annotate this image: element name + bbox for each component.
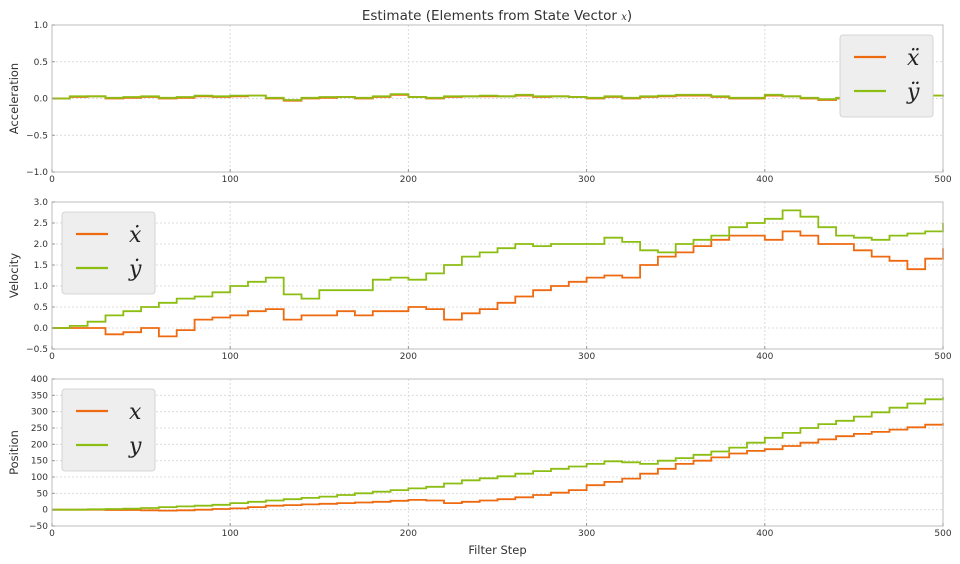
legend-label: ẋ xyxy=(129,223,142,248)
x-tick-label: 400 xyxy=(756,352,773,362)
x-tick-label: 0 xyxy=(49,175,55,185)
plot-area xyxy=(52,379,943,526)
y-tick-label: 2.0 xyxy=(34,240,49,250)
y-tick-label: 0.0 xyxy=(34,324,49,334)
x-tick-label: 0 xyxy=(49,352,55,362)
chart-title-close: ) xyxy=(627,8,632,24)
y-axis-label: Velocity xyxy=(7,253,21,298)
legend: xy xyxy=(61,388,156,472)
x-tick-label: 0 xyxy=(49,529,55,539)
series-line-1 xyxy=(52,93,944,101)
y-tick-label: 300 xyxy=(31,408,48,418)
x-tick-label: 500 xyxy=(934,529,951,539)
y-tick-label: 250 xyxy=(31,424,48,434)
legend-label: ẏ xyxy=(128,257,142,282)
legend-box xyxy=(839,34,934,118)
series-line-0 xyxy=(52,230,944,338)
x-tick-label: 300 xyxy=(578,529,595,539)
legend: ẍÿ xyxy=(839,34,934,118)
x-tick-label: 200 xyxy=(400,352,417,362)
legend: ẋẏ xyxy=(61,211,156,295)
subplot-acceleration: 0 100 200 300 400 500 −1.0 −0.5 0.0 0.5 1.0 Acceler… xyxy=(7,21,952,185)
y-tick-label: −0.5 xyxy=(26,345,48,355)
legend-label: ÿ xyxy=(906,80,920,105)
y-tick-label: 2.5 xyxy=(34,219,48,229)
y-tick-label: 400 xyxy=(31,375,48,385)
y-tick-label: −50 xyxy=(29,522,48,532)
legend-label: y xyxy=(128,434,142,459)
chart-title-text: Estimate (Elements from State Vector xyxy=(362,8,621,24)
y-tick-label: 3.0 xyxy=(34,198,49,208)
x-tick-label: 400 xyxy=(756,529,773,539)
y-tick-label: 150 xyxy=(31,457,48,467)
legend-box xyxy=(61,388,156,472)
x-tick-label: 100 xyxy=(222,352,239,362)
x-tick-label: 500 xyxy=(934,352,951,362)
x-axis-label: Filter Step xyxy=(468,543,526,557)
x-tick-label: 300 xyxy=(578,175,595,185)
x-tick-label: 100 xyxy=(222,175,239,185)
subplot-velocity: 0 100 200 300 400 500 −0.5 0.0 0.5 1.0 1.5 2.0 2.5 3.… xyxy=(7,198,952,362)
legend-label: x xyxy=(129,400,142,425)
y-tick-label: 1.0 xyxy=(34,282,49,292)
y-tick-label: 0.5 xyxy=(34,58,48,68)
y-tick-label: 200 xyxy=(31,440,48,450)
chart-title: Estimate (Elements from State Vector x) xyxy=(362,8,632,24)
axes-frame xyxy=(51,201,944,350)
x-tick-label: 200 xyxy=(400,175,417,185)
plot-area xyxy=(52,202,943,349)
y-tick-label: 350 xyxy=(31,391,48,401)
y-tick-label: 1.0 xyxy=(34,21,49,31)
y-tick-label: −0.5 xyxy=(26,131,48,141)
y-tick-label: 50 xyxy=(37,489,49,499)
x-tick-label: 200 xyxy=(400,529,417,539)
y-tick-label: 0.5 xyxy=(34,303,48,313)
series-line-1 xyxy=(52,209,944,329)
axes-frame xyxy=(51,378,944,527)
y-tick-label: −1.0 xyxy=(26,168,48,178)
x-tick-label: 400 xyxy=(756,175,773,185)
x-tick-label: 300 xyxy=(578,352,595,362)
y-axis-label: Position xyxy=(7,430,21,475)
legend-label: ẍ xyxy=(907,46,920,71)
y-tick-label: 0.0 xyxy=(34,95,49,105)
chart-title-math: x xyxy=(621,12,627,23)
x-tick-label: 100 xyxy=(222,529,239,539)
subplot-position: 0 100 200 300 400 500−50050100150200250300350… xyxy=(7,375,952,557)
series-line-0 xyxy=(52,423,944,512)
y-tick-label: 1.5 xyxy=(34,261,48,271)
y-tick-label: 100 xyxy=(31,473,48,483)
subplot-panels: 0 100 200 300 400 500−1.0−0.50.00.51.0Acceler… xyxy=(7,21,952,557)
x-tick-label: 500 xyxy=(934,175,951,185)
series-line-1 xyxy=(52,397,944,511)
legend-box xyxy=(61,211,156,295)
y-tick-label: 0 xyxy=(42,506,48,516)
y-axis-label: Acceleration xyxy=(7,63,21,134)
